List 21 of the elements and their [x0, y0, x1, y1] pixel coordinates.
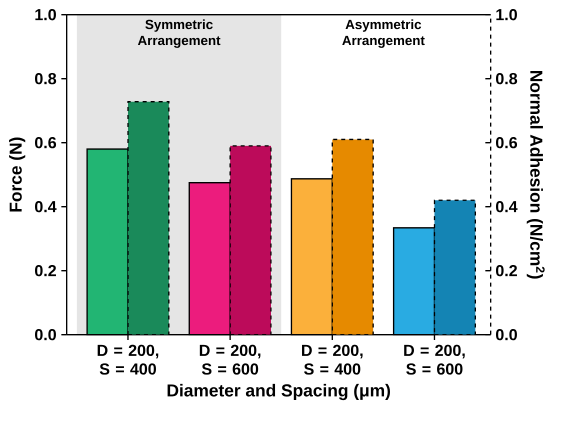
y-axis-title: Force (N) [9, 137, 26, 212]
y-tick-label: 0.0 [35, 328, 56, 340]
annotation: Asymmetric Arrangement [342, 19, 425, 48]
x-axis-title: Diameter and Spacing (μm) [168, 384, 390, 400]
y2-tick-label: 0.8 [496, 72, 518, 84]
y2-axis-title: Normal Adhesion (N/cm$^{2}$) [526, 70, 545, 278]
x-tick-label: D = 200, S = 600 [404, 344, 465, 375]
x-tick-label: D = 200, S = 400 [302, 344, 363, 375]
annotation: Symmetric Arrangement [138, 19, 220, 48]
y-tick-label: 1.0 [35, 8, 56, 20]
y2-tick-label: 1.0 [496, 8, 517, 20]
y-tick-label: 0.8 [35, 72, 56, 84]
y2-tick-label: 0.0 [496, 328, 517, 340]
y-tick-label: 0.4 [35, 200, 57, 212]
x-tick-label: D = 200, S = 400 [98, 344, 158, 375]
x-tick-label: D = 200, S = 600 [200, 344, 260, 375]
y2-tick-label: 0.4 [496, 200, 518, 212]
y2-tick-label: 0.2 [496, 264, 517, 276]
y2-tick-label: 0.6 [496, 136, 518, 148]
y-tick-label: 0.6 [35, 136, 56, 148]
y-tick-label: 0.2 [35, 264, 56, 276]
